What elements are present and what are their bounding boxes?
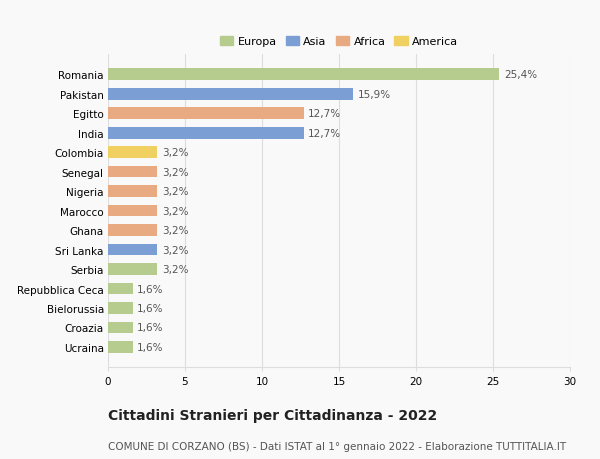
Text: 3,2%: 3,2% <box>162 225 188 235</box>
Text: 3,2%: 3,2% <box>162 148 188 158</box>
Text: 3,2%: 3,2% <box>162 167 188 177</box>
Text: 3,2%: 3,2% <box>162 206 188 216</box>
Text: 1,6%: 1,6% <box>137 323 164 333</box>
Text: 3,2%: 3,2% <box>162 264 188 274</box>
Text: 15,9%: 15,9% <box>358 90 391 100</box>
Text: 3,2%: 3,2% <box>162 245 188 255</box>
Bar <box>108 341 133 353</box>
Bar <box>108 89 353 101</box>
Text: 12,7%: 12,7% <box>308 109 341 119</box>
Bar <box>108 244 157 256</box>
Bar <box>108 225 157 236</box>
Bar <box>108 128 304 139</box>
Text: 25,4%: 25,4% <box>504 70 537 80</box>
Text: 3,2%: 3,2% <box>162 187 188 197</box>
Bar <box>108 263 157 275</box>
Text: 1,6%: 1,6% <box>137 342 164 352</box>
Bar <box>108 283 133 295</box>
Text: Cittadini Stranieri per Cittadinanza - 2022: Cittadini Stranieri per Cittadinanza - 2… <box>108 409 437 422</box>
Bar <box>108 108 304 120</box>
Text: 12,7%: 12,7% <box>308 129 341 139</box>
Bar <box>108 167 157 178</box>
Bar <box>108 205 157 217</box>
Bar <box>108 322 133 334</box>
Bar <box>108 147 157 159</box>
Bar <box>108 69 499 81</box>
Legend: Europa, Asia, Africa, America: Europa, Asia, Africa, America <box>215 33 463 52</box>
Text: 1,6%: 1,6% <box>137 284 164 294</box>
Text: 1,6%: 1,6% <box>137 303 164 313</box>
Bar <box>108 302 133 314</box>
Text: COMUNE DI CORZANO (BS) - Dati ISTAT al 1° gennaio 2022 - Elaborazione TUTTITALIA: COMUNE DI CORZANO (BS) - Dati ISTAT al 1… <box>108 441 566 451</box>
Bar <box>108 186 157 197</box>
